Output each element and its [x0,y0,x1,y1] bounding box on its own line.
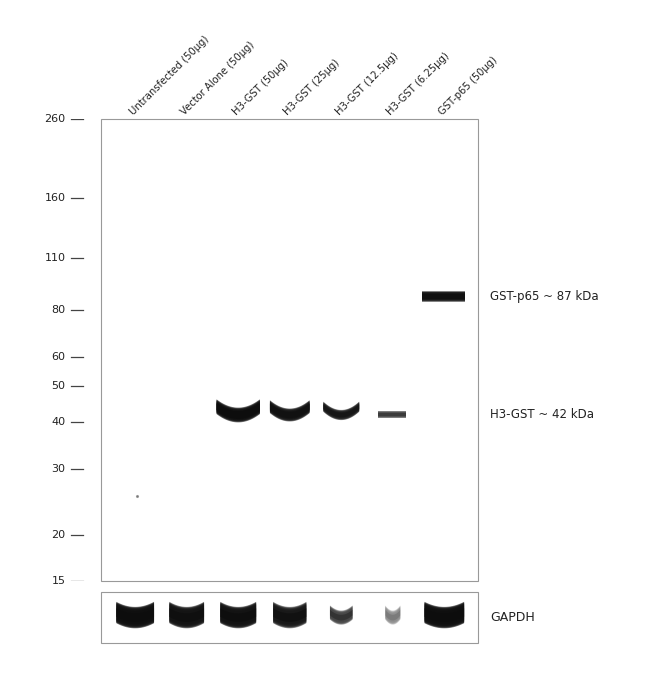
Text: H3-GST ~ 42 kDa: H3-GST ~ 42 kDa [490,408,594,421]
Text: Vector Alone (50μg): Vector Alone (50μg) [179,39,257,117]
Text: GST-p65 (50μg): GST-p65 (50μg) [437,54,499,117]
Text: 40: 40 [51,418,66,428]
Text: 50: 50 [51,381,66,391]
Text: 160: 160 [44,192,66,203]
Text: H3-GST (12.5μg): H3-GST (12.5μg) [333,50,400,117]
Text: H3-GST (6.25μg): H3-GST (6.25μg) [385,50,452,117]
Text: 30: 30 [51,464,66,474]
Text: 60: 60 [51,352,66,362]
Text: Untransfected (50μg): Untransfected (50μg) [127,33,211,117]
Text: GAPDH: GAPDH [490,611,534,624]
Text: H3-GST (50μg): H3-GST (50μg) [231,57,290,117]
Text: 20: 20 [51,530,66,540]
Text: GST-p65 ~ 87 kDa: GST-p65 ~ 87 kDa [490,290,599,303]
Text: 110: 110 [44,254,66,263]
Text: 260: 260 [44,114,66,124]
Text: 15: 15 [51,577,66,586]
Text: H3-GST (25μg): H3-GST (25μg) [282,57,342,117]
Text: 80: 80 [51,305,66,315]
